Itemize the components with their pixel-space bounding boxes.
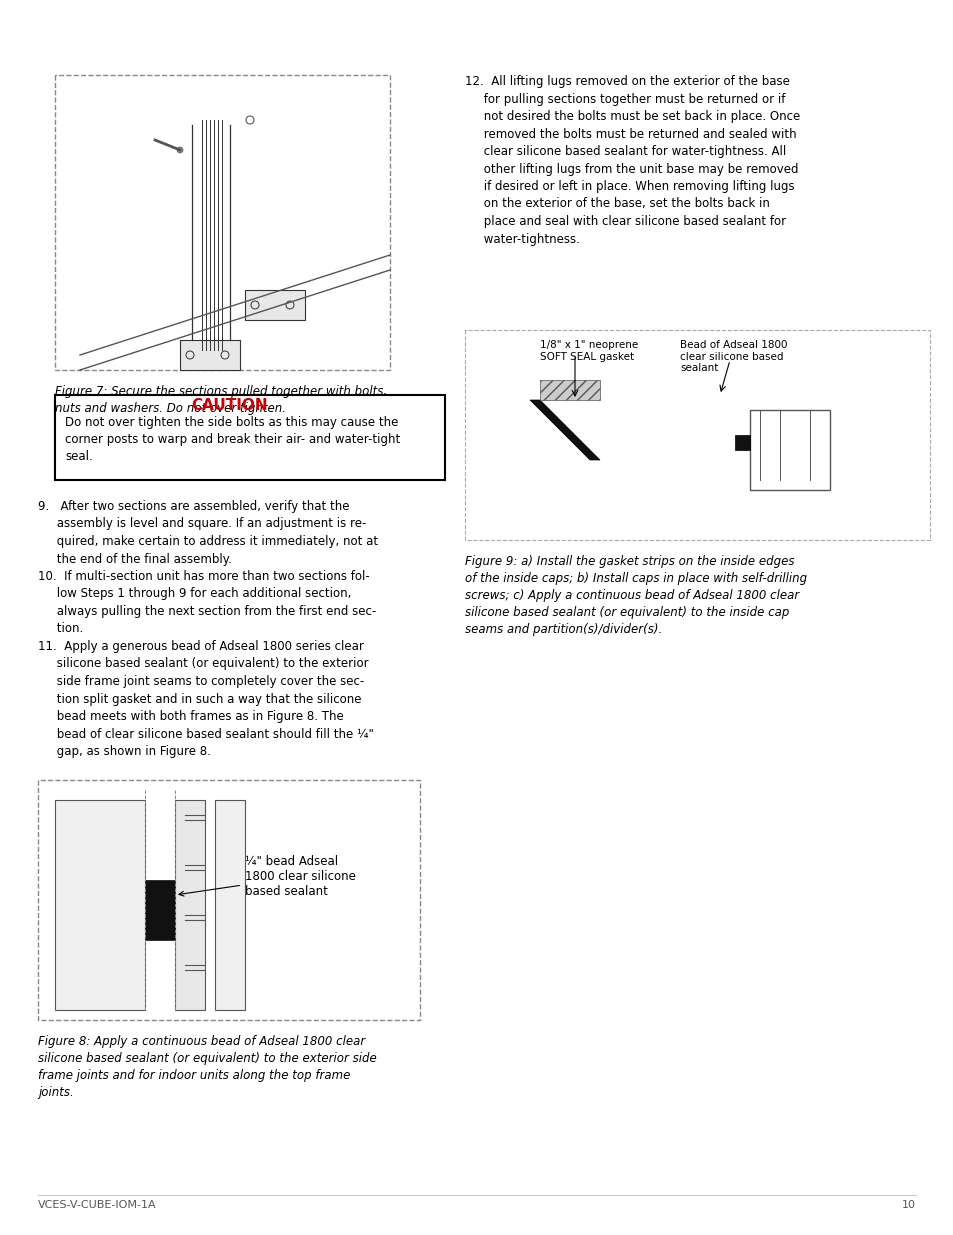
Text: Figure 9: a) Install the gasket strips on the inside edges
of the inside caps; b: Figure 9: a) Install the gasket strips o… xyxy=(464,555,806,636)
Polygon shape xyxy=(245,290,305,320)
FancyBboxPatch shape xyxy=(55,395,444,480)
Text: 1/8" x 1" neoprene
SOFT SEAL gasket: 1/8" x 1" neoprene SOFT SEAL gasket xyxy=(539,340,638,362)
Text: CAUTION: CAUTION xyxy=(192,398,268,412)
Bar xyxy=(55,800,145,1010)
Text: VCES-V-CUBE-IOM-1A: VCES-V-CUBE-IOM-1A xyxy=(38,1200,156,1210)
Text: Bead of Adseal 1800
clear silicone based
sealant: Bead of Adseal 1800 clear silicone based… xyxy=(679,340,786,373)
Text: Figure 8: Apply a continuous bead of Adseal 1800 clear
silicone based sealant (o: Figure 8: Apply a continuous bead of Ads… xyxy=(38,1035,376,1099)
Polygon shape xyxy=(530,400,599,459)
Text: 9.   After two sections are assembled, verify that the
     assembly is level an: 9. After two sections are assembled, ver… xyxy=(38,500,377,566)
Bar xyxy=(214,800,245,1010)
Text: 10: 10 xyxy=(901,1200,915,1210)
Polygon shape xyxy=(539,380,599,400)
Bar xyxy=(145,881,174,940)
Text: 10.  If multi-section unit has more than two sections fol-
     low Steps 1 thro: 10. If multi-section unit has more than … xyxy=(38,571,375,636)
Polygon shape xyxy=(734,435,749,450)
Text: 11.  Apply a generous bead of Adseal 1800 series clear
     silicone based seala: 11. Apply a generous bead of Adseal 1800… xyxy=(38,640,374,758)
Text: Do not over tighten the side bolts as this may cause the
corner posts to warp an: Do not over tighten the side bolts as th… xyxy=(65,416,400,463)
Polygon shape xyxy=(180,340,240,370)
Bar xyxy=(174,800,205,1010)
Text: Figure 7: Secure the sections pulled together with bolts,
nuts and washers. Do n: Figure 7: Secure the sections pulled tog… xyxy=(55,385,387,415)
Text: ¼" bead Adseal
1800 clear silicone
based sealant: ¼" bead Adseal 1800 clear silicone based… xyxy=(179,855,355,898)
Circle shape xyxy=(177,147,183,153)
Text: 12.  All lifting lugs removed on the exterior of the base
     for pulling secti: 12. All lifting lugs removed on the exte… xyxy=(464,75,800,246)
